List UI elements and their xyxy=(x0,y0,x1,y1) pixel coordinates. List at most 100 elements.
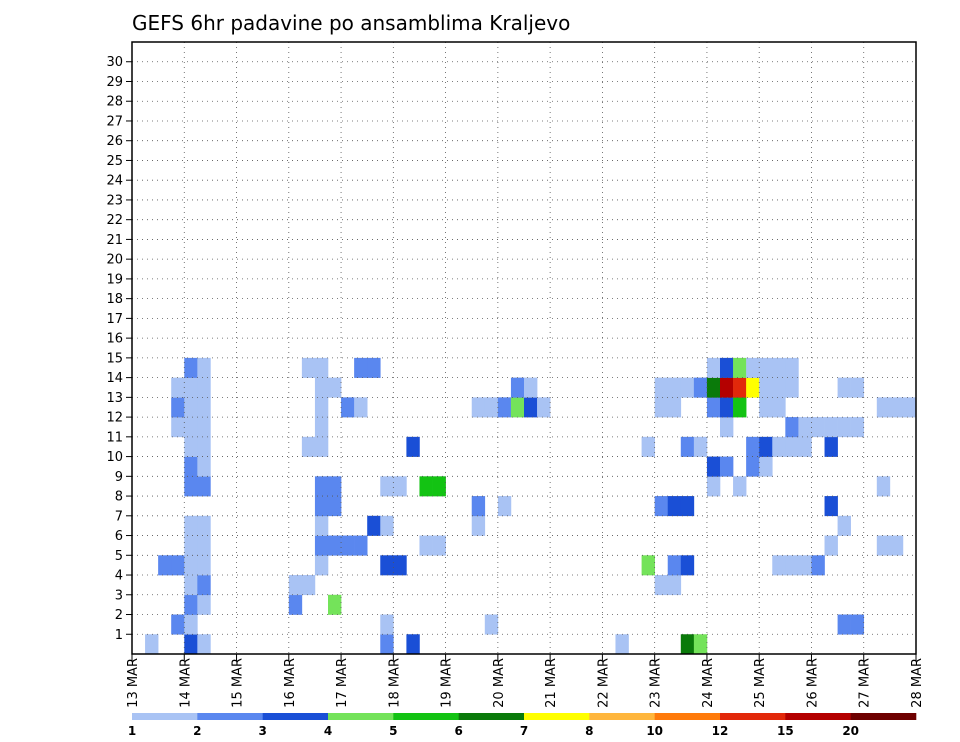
y-tick-label: 10 xyxy=(106,450,123,465)
heatmap-cell xyxy=(171,417,185,438)
heatmap-cell xyxy=(680,634,695,655)
heatmap-cell xyxy=(641,555,655,576)
colorbar-label: 1 xyxy=(128,724,136,738)
heatmap-cell xyxy=(720,357,734,378)
heatmap-cell xyxy=(184,575,198,596)
heatmap-cell xyxy=(314,476,329,497)
y-tick-label: 26 xyxy=(106,134,123,149)
heatmap-cell xyxy=(184,397,198,418)
colorbar-segment xyxy=(850,713,917,720)
heatmap-cell xyxy=(850,417,865,438)
colorbar-label: 8 xyxy=(585,724,593,738)
x-tick-label: 26 MAR xyxy=(805,658,820,708)
heatmap-cell xyxy=(393,555,407,576)
heatmap-cell xyxy=(301,357,316,378)
colorbar-segment xyxy=(654,713,721,720)
heatmap-cell xyxy=(197,377,211,398)
heatmap-cell xyxy=(667,496,682,517)
heatmap-cell xyxy=(837,417,851,438)
heatmap-cell xyxy=(654,496,669,517)
colorbar-label: 5 xyxy=(389,724,397,738)
heatmap-cell xyxy=(733,377,747,398)
heatmap-cell xyxy=(654,377,669,398)
y-tick-label: 5 xyxy=(115,549,123,564)
x-tick-label: 18 MAR xyxy=(387,658,402,708)
heatmap-cell xyxy=(680,436,695,457)
heatmap-cells xyxy=(145,357,917,655)
heatmap-cell xyxy=(184,535,198,556)
heatmap-cell xyxy=(746,377,760,398)
heatmap-cell xyxy=(380,515,394,536)
heatmap-cell xyxy=(380,614,394,635)
y-tick-label: 12 xyxy=(106,411,123,426)
colorbar-label: 7 xyxy=(520,724,528,738)
heatmap-cell xyxy=(824,535,838,556)
heatmap-cell xyxy=(393,476,407,497)
heatmap-cell xyxy=(706,397,721,418)
heatmap-cell xyxy=(184,436,198,457)
heatmap-cell xyxy=(772,397,786,418)
heatmap-cell xyxy=(367,515,381,536)
chart-title: GEFS 6hr padavine po ansamblima Kraljevo xyxy=(132,11,570,35)
x-tick-label: 19 MAR xyxy=(440,658,455,708)
y-tick-label: 15 xyxy=(106,351,123,366)
heatmap-cell xyxy=(772,357,786,378)
heatmap-cell xyxy=(497,397,512,418)
heatmap-cell xyxy=(706,456,721,477)
heatmap-cell xyxy=(432,535,446,556)
heatmap-cell xyxy=(328,377,342,398)
heatmap-cell xyxy=(667,397,682,418)
heatmap-cell xyxy=(693,436,708,457)
heatmap-cell xyxy=(785,357,799,378)
y-tick-label: 8 xyxy=(115,490,123,505)
x-tick-label: 16 MAR xyxy=(283,658,298,708)
colorbar-segment xyxy=(589,713,655,720)
heatmap-cell xyxy=(354,357,368,378)
colorbar-segment xyxy=(132,713,198,720)
heatmap-cell xyxy=(314,417,329,438)
y-tick-label: 6 xyxy=(115,529,123,544)
heatmap-cell xyxy=(837,515,851,536)
y-tick-label: 19 xyxy=(106,272,123,287)
heatmap-cell xyxy=(746,436,760,457)
heatmap-cell xyxy=(798,555,812,576)
heatmap-cell xyxy=(328,496,342,517)
heatmap-cell xyxy=(484,614,499,635)
heatmap-cell xyxy=(837,614,851,635)
heatmap-cell xyxy=(341,397,355,418)
x-tick-label: 13 MAR xyxy=(126,658,141,708)
heatmap-cell xyxy=(328,476,342,497)
heatmap-cell xyxy=(811,555,825,576)
heatmap-cell xyxy=(824,436,838,457)
heatmap-cell xyxy=(314,515,329,536)
heatmap-cell xyxy=(419,535,433,556)
y-tick-label: 27 xyxy=(106,114,123,129)
heatmap-cell xyxy=(288,594,303,615)
heatmap-cell xyxy=(197,555,211,576)
heatmap-cell xyxy=(510,397,525,418)
heatmap-cell xyxy=(184,634,198,655)
heatmap-cell xyxy=(497,496,512,517)
heatmap-cell xyxy=(667,575,682,596)
y-tick-label: 25 xyxy=(106,154,123,169)
heatmap-cell xyxy=(354,397,368,418)
heatmap-cell xyxy=(471,515,486,536)
heatmap-cell xyxy=(524,377,538,398)
heatmap-cell xyxy=(811,417,825,438)
heatmap-cell xyxy=(288,575,303,596)
heatmap-cell xyxy=(537,397,551,418)
heatmap-cell xyxy=(184,476,198,497)
heatmap-cell xyxy=(406,634,420,655)
heatmap-cell xyxy=(314,535,329,556)
x-tick-label: 25 MAR xyxy=(753,658,768,708)
heatmap-cell xyxy=(693,634,708,655)
heatmap-cell xyxy=(406,436,420,457)
heatmap-cell xyxy=(380,476,394,497)
heatmap-cell xyxy=(720,417,734,438)
heatmap-cell xyxy=(471,397,486,418)
y-tick-label: 23 xyxy=(106,193,123,208)
y-tick-label: 28 xyxy=(106,95,123,110)
heatmap-cell xyxy=(772,436,786,457)
y-tick-label: 29 xyxy=(106,75,123,90)
colorbar-segment xyxy=(197,713,263,720)
